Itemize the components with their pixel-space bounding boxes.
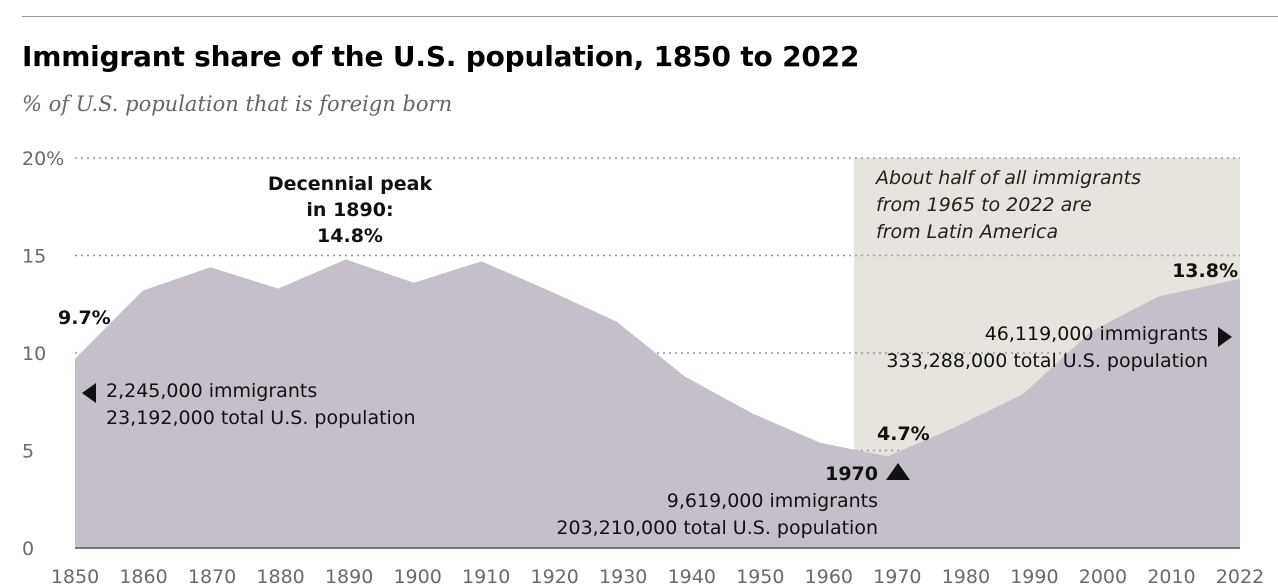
x-tick-label: 1860: [119, 566, 167, 588]
up-arrow-icon: [886, 463, 910, 480]
y-tick-label: 15: [22, 246, 46, 268]
end-value-label: 13.8%: [1172, 260, 1238, 282]
region-note-line: from 1965 to 2022 are: [876, 194, 1092, 216]
y-tick-label: 0: [22, 538, 34, 560]
start-value-label: 9.7%: [58, 307, 111, 329]
end-note-line: 333,288,000 total U.S. population: [886, 350, 1208, 372]
low-note-line: 9,619,000 immigrants: [667, 490, 878, 512]
area-series: [75, 259, 1240, 548]
x-tick-label: 1980: [942, 566, 990, 588]
x-tick-label: 1970: [873, 566, 921, 588]
x-tick-label: 2000: [1079, 566, 1127, 588]
x-tick-label: 1920: [531, 566, 579, 588]
region-note-line: from Latin America: [876, 221, 1058, 243]
peak-label-line: in 1890:: [306, 199, 393, 221]
low-value-label: 4.7%: [877, 423, 930, 445]
low-year-label: 1970: [825, 463, 878, 485]
x-tick-label: 1880: [256, 566, 304, 588]
x-tick-label: 1940: [668, 566, 716, 588]
chart-subtitle: % of U.S. population that is foreign bor…: [22, 92, 453, 116]
peak-label-line: 14.8%: [317, 225, 383, 247]
y-tick-label: 20%: [22, 148, 64, 170]
x-tick-label: 2022: [1216, 566, 1264, 588]
right-arrow-icon: [1218, 327, 1232, 347]
x-tick-label: 1960: [805, 566, 853, 588]
region-note-line: About half of all immigrants: [874, 167, 1141, 189]
x-tick-label: 1950: [736, 566, 784, 588]
x-tick-label: 1890: [325, 566, 373, 588]
x-tick-label: 1870: [188, 566, 236, 588]
x-tick-label: 1930: [599, 566, 647, 588]
top-rule: [22, 16, 1278, 17]
low-note-line: 203,210,000 total U.S. population: [556, 517, 878, 539]
x-tick-label: 1910: [462, 566, 510, 588]
left-arrow-icon: [82, 383, 96, 403]
y-tick-label: 5: [22, 441, 34, 463]
y-tick-label: 10: [22, 343, 46, 365]
start-note-line: 23,192,000 total U.S. population: [106, 407, 416, 429]
x-tick-label: 1900: [393, 566, 441, 588]
x-tick-label: 1850: [51, 566, 99, 588]
start-note-line: 2,245,000 immigrants: [106, 380, 317, 402]
x-tick-label: 2010: [1147, 566, 1195, 588]
chart-title: Immigrant share of the U.S. population, …: [22, 40, 860, 73]
x-tick-label: 1990: [1010, 566, 1058, 588]
end-note-line: 46,119,000 immigrants: [985, 323, 1208, 345]
peak-label-line: Decennial peak: [268, 173, 433, 195]
